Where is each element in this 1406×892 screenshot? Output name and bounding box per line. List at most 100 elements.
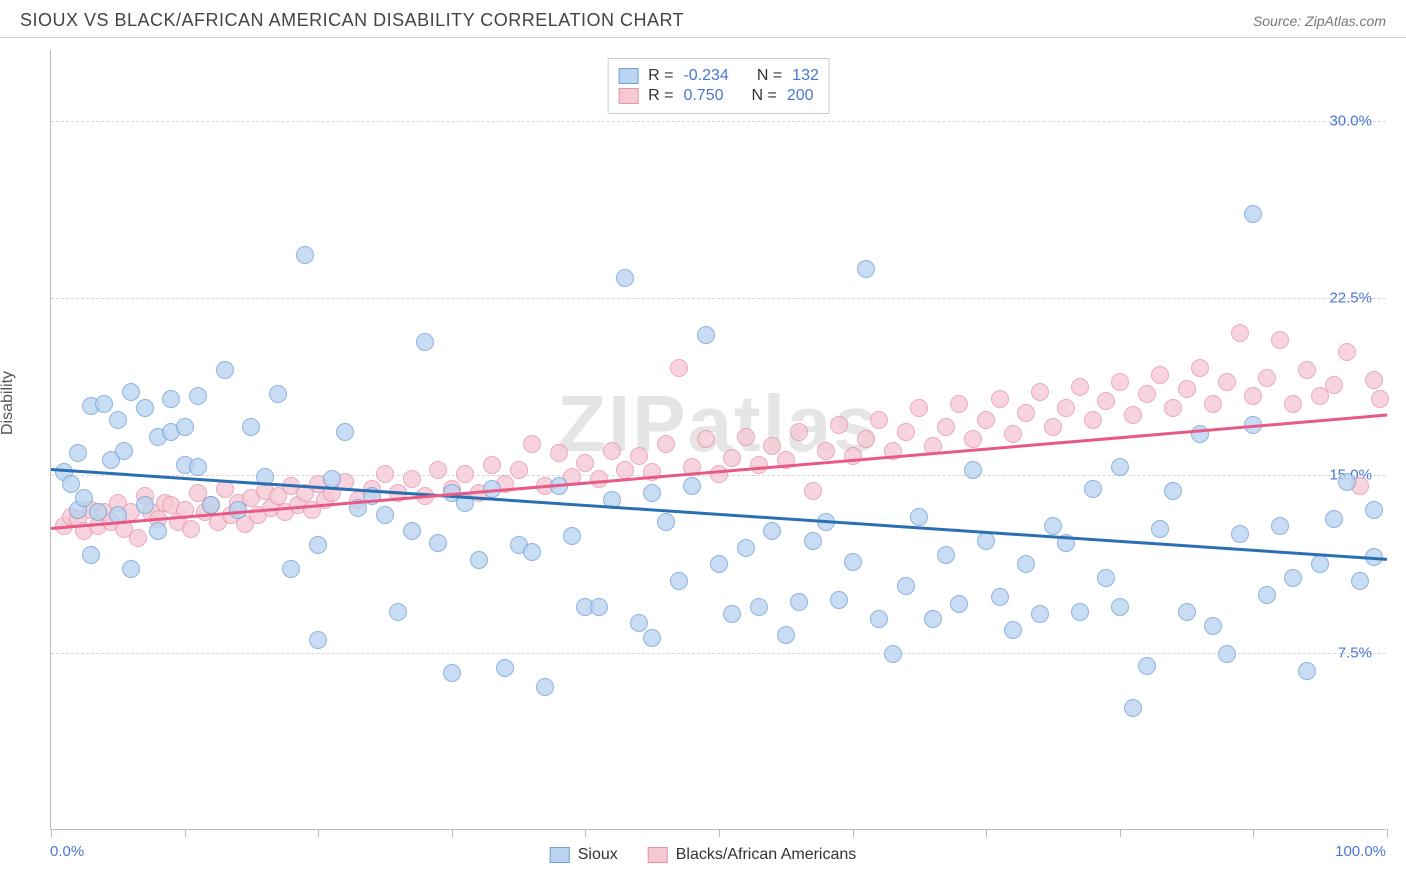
scatter-point — [189, 387, 207, 405]
scatter-point — [1298, 361, 1316, 379]
scatter-point — [376, 465, 394, 483]
scatter-point — [1258, 586, 1276, 604]
scatter-point — [282, 560, 300, 578]
scatter-point — [884, 645, 902, 663]
legend-swatch-1 — [618, 68, 638, 84]
scatter-point — [1151, 366, 1169, 384]
scatter-point — [1151, 520, 1169, 538]
scatter-point — [897, 423, 915, 441]
scatter-point — [964, 461, 982, 479]
scatter-point — [162, 390, 180, 408]
r-value-2: 0.750 — [683, 87, 723, 105]
scatter-point — [1311, 555, 1329, 573]
chart-title: SIOUX VS BLACK/AFRICAN AMERICAN DISABILI… — [20, 10, 684, 31]
scatter-point — [1178, 603, 1196, 621]
legend-swatch-bottom-1 — [550, 847, 570, 863]
scatter-point — [1365, 501, 1383, 519]
scatter-point — [1057, 399, 1075, 417]
scatter-point — [95, 395, 113, 413]
scatter-point — [804, 532, 822, 550]
scatter-point — [590, 598, 608, 616]
scatter-point — [523, 435, 541, 453]
scatter-point — [189, 458, 207, 476]
scatter-point — [870, 610, 888, 628]
scatter-point — [763, 437, 781, 455]
scatter-point — [616, 269, 634, 287]
n-label: N = — [757, 67, 782, 85]
scatter-point — [429, 461, 447, 479]
scatter-point — [750, 456, 768, 474]
scatter-point — [403, 522, 421, 540]
scatter-point — [830, 591, 848, 609]
scatter-point — [269, 385, 287, 403]
scatter-point — [750, 598, 768, 616]
scatter-point — [683, 477, 701, 495]
scatter-point — [129, 529, 147, 547]
scatter-point — [1164, 399, 1182, 417]
scatter-point — [483, 456, 501, 474]
scatter-point — [1084, 411, 1102, 429]
scatter-point — [1271, 331, 1289, 349]
scatter-point — [242, 418, 260, 436]
scatter-point — [1111, 458, 1129, 476]
scatter-point — [924, 610, 942, 628]
n-value-2: 200 — [787, 87, 814, 105]
scatter-point — [1191, 359, 1209, 377]
scatter-point — [857, 260, 875, 278]
scatter-point — [1111, 373, 1129, 391]
scatter-point — [122, 560, 140, 578]
scatter-point — [1084, 480, 1102, 498]
scatter-point — [1017, 555, 1035, 573]
legend-series: Sioux Blacks/African Americans — [550, 846, 857, 864]
source-link[interactable]: ZipAtlas.com — [1305, 13, 1386, 29]
x-tick-min: 0.0% — [50, 843, 84, 860]
scatter-point — [1097, 392, 1115, 410]
n-label-2: N = — [752, 87, 777, 105]
legend-correlation: R = -0.234 N = 132 R = 0.750 N = 200 — [607, 58, 830, 114]
scatter-point — [991, 588, 1009, 606]
legend-item-1: Sioux — [550, 846, 618, 864]
x-tick — [452, 829, 453, 837]
scatter-point — [697, 326, 715, 344]
scatter-point — [563, 527, 581, 545]
scatter-point — [550, 444, 568, 462]
scatter-point — [1044, 517, 1062, 535]
scatter-point — [950, 595, 968, 613]
x-tick — [986, 829, 987, 837]
scatter-point — [1124, 699, 1142, 717]
r-value-1: -0.234 — [683, 67, 728, 85]
scatter-point — [1097, 569, 1115, 587]
scatter-point — [1204, 395, 1222, 413]
scatter-point — [1258, 369, 1276, 387]
x-tick — [318, 829, 319, 837]
scatter-point — [603, 442, 621, 460]
x-tick — [185, 829, 186, 837]
scatter-point — [470, 551, 488, 569]
legend-label-2: Blacks/African Americans — [676, 846, 857, 864]
scatter-point — [710, 465, 728, 483]
scatter-point — [643, 629, 661, 647]
legend-row-2: R = 0.750 N = 200 — [618, 87, 819, 105]
y-tick-label: 30.0% — [1329, 112, 1372, 129]
scatter-point — [1124, 406, 1142, 424]
scatter-point — [1231, 324, 1249, 342]
legend-item-2: Blacks/African Americans — [648, 846, 857, 864]
scatter-point — [710, 555, 728, 573]
scatter-point — [697, 430, 715, 448]
scatter-point — [536, 678, 554, 696]
scatter-point — [657, 513, 675, 531]
scatter-point — [1371, 390, 1389, 408]
y-tick-label: 7.5% — [1338, 644, 1372, 661]
scatter-point — [630, 614, 648, 632]
gridline — [51, 653, 1386, 654]
scatter-point — [1138, 385, 1156, 403]
scatter-point — [1017, 404, 1035, 422]
scatter-point — [1204, 617, 1222, 635]
scatter-point — [1244, 205, 1262, 223]
x-tick — [1253, 829, 1254, 837]
scatter-point — [964, 430, 982, 448]
scatter-point — [1338, 473, 1356, 491]
r-label-2: R = — [648, 87, 673, 105]
scatter-point — [804, 482, 822, 500]
legend-row-1: R = -0.234 N = 132 — [618, 67, 819, 85]
